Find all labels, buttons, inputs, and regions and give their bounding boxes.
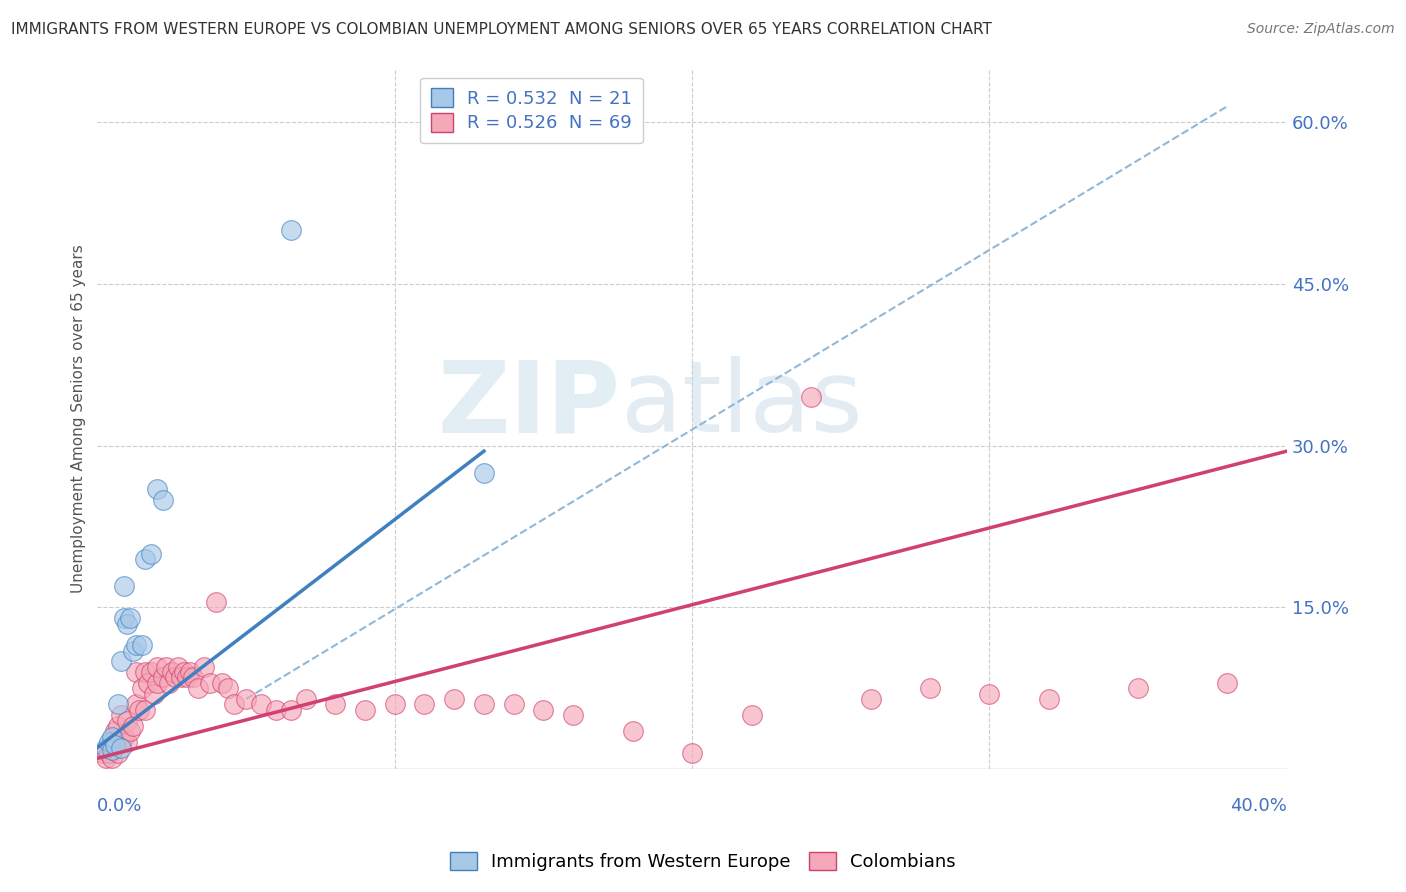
Point bbox=[800, 390, 823, 404]
Point bbox=[139, 665, 162, 679]
Point bbox=[128, 703, 150, 717]
Point bbox=[179, 665, 201, 679]
Point bbox=[211, 676, 233, 690]
Point bbox=[136, 676, 159, 690]
Point bbox=[200, 676, 222, 690]
Point bbox=[115, 714, 138, 728]
Point bbox=[531, 703, 554, 717]
Point bbox=[131, 638, 153, 652]
Point bbox=[98, 735, 121, 749]
Point bbox=[217, 681, 239, 696]
Point bbox=[125, 698, 148, 712]
Point bbox=[110, 735, 132, 749]
Point bbox=[91, 746, 114, 760]
Point bbox=[120, 611, 142, 625]
Point bbox=[472, 466, 495, 480]
Y-axis label: Unemployment Among Seniors over 65 years: Unemployment Among Seniors over 65 years bbox=[72, 244, 86, 593]
Point bbox=[264, 703, 287, 717]
Point bbox=[280, 223, 302, 237]
Point bbox=[101, 730, 124, 744]
Point bbox=[122, 643, 145, 657]
Point bbox=[107, 746, 129, 760]
Point bbox=[1216, 676, 1239, 690]
Point bbox=[96, 740, 118, 755]
Point bbox=[166, 659, 188, 673]
Point bbox=[681, 746, 703, 760]
Point bbox=[98, 746, 121, 760]
Text: 40.0%: 40.0% bbox=[1230, 797, 1286, 815]
Point bbox=[413, 698, 436, 712]
Point bbox=[122, 719, 145, 733]
Point bbox=[384, 698, 406, 712]
Point bbox=[187, 681, 209, 696]
Point bbox=[134, 552, 156, 566]
Point bbox=[205, 595, 228, 609]
Point bbox=[502, 698, 524, 712]
Point bbox=[146, 659, 169, 673]
Point bbox=[859, 692, 882, 706]
Point bbox=[163, 670, 186, 684]
Point bbox=[139, 547, 162, 561]
Point bbox=[101, 751, 124, 765]
Point bbox=[294, 692, 316, 706]
Point bbox=[621, 724, 644, 739]
Point bbox=[104, 740, 127, 755]
Point bbox=[562, 708, 585, 723]
Legend: R = 0.532  N = 21, R = 0.526  N = 69: R = 0.532 N = 21, R = 0.526 N = 69 bbox=[420, 78, 643, 144]
Point bbox=[107, 698, 129, 712]
Point bbox=[169, 670, 191, 684]
Text: atlas: atlas bbox=[620, 356, 862, 453]
Point bbox=[181, 670, 204, 684]
Legend: Immigrants from Western Europe, Colombians: Immigrants from Western Europe, Colombia… bbox=[443, 845, 963, 879]
Point bbox=[96, 751, 118, 765]
Text: Source: ZipAtlas.com: Source: ZipAtlas.com bbox=[1247, 22, 1395, 37]
Point bbox=[979, 687, 1001, 701]
Point bbox=[173, 665, 195, 679]
Point bbox=[110, 740, 132, 755]
Point bbox=[918, 681, 941, 696]
Point bbox=[176, 670, 198, 684]
Point bbox=[472, 698, 495, 712]
Point bbox=[280, 703, 302, 717]
Point bbox=[112, 611, 135, 625]
Point bbox=[107, 719, 129, 733]
Point bbox=[155, 659, 177, 673]
Point bbox=[115, 616, 138, 631]
Point bbox=[115, 735, 138, 749]
Point bbox=[224, 698, 246, 712]
Point bbox=[104, 739, 127, 753]
Point bbox=[152, 670, 174, 684]
Point bbox=[134, 665, 156, 679]
Point bbox=[160, 665, 183, 679]
Point bbox=[142, 687, 165, 701]
Point bbox=[134, 703, 156, 717]
Point bbox=[112, 730, 135, 744]
Text: IMMIGRANTS FROM WESTERN EUROPE VS COLOMBIAN UNEMPLOYMENT AMONG SENIORS OVER 65 Y: IMMIGRANTS FROM WESTERN EUROPE VS COLOMB… bbox=[11, 22, 993, 37]
Point bbox=[193, 659, 215, 673]
Point bbox=[443, 692, 465, 706]
Point bbox=[146, 482, 169, 496]
Point bbox=[120, 724, 142, 739]
Point bbox=[146, 676, 169, 690]
Point bbox=[112, 579, 135, 593]
Point bbox=[125, 665, 148, 679]
Point bbox=[157, 676, 180, 690]
Point bbox=[125, 638, 148, 652]
Point bbox=[101, 735, 124, 749]
Point bbox=[235, 692, 257, 706]
Point bbox=[152, 492, 174, 507]
Point bbox=[101, 742, 124, 756]
Point bbox=[131, 681, 153, 696]
Text: ZIP: ZIP bbox=[437, 356, 620, 453]
Point bbox=[110, 654, 132, 668]
Point bbox=[250, 698, 273, 712]
Text: 0.0%: 0.0% bbox=[97, 797, 143, 815]
Point bbox=[741, 708, 763, 723]
Point bbox=[110, 708, 132, 723]
Point bbox=[354, 703, 377, 717]
Point bbox=[1126, 681, 1149, 696]
Point bbox=[104, 724, 127, 739]
Point bbox=[323, 698, 346, 712]
Point bbox=[1038, 692, 1060, 706]
